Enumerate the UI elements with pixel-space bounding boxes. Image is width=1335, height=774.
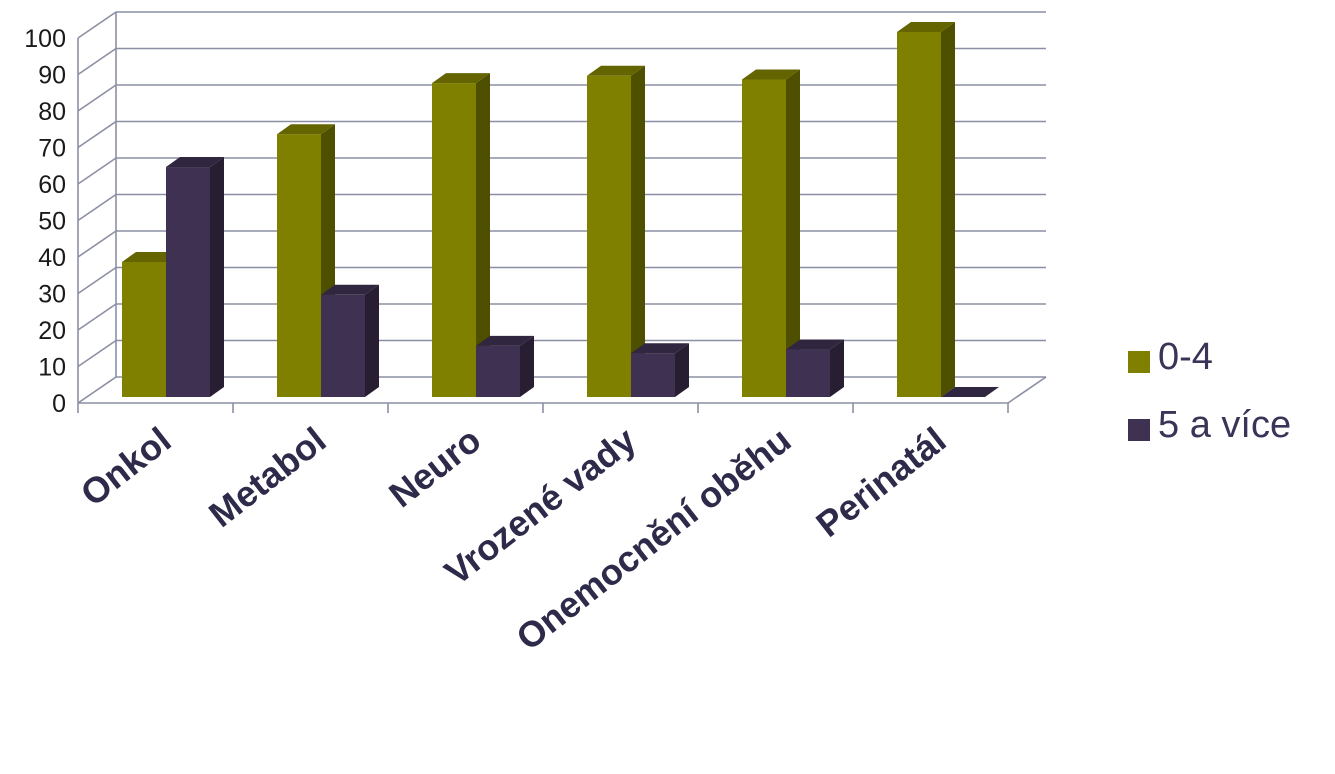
bar-top	[476, 335, 534, 346]
gridline-side	[77, 84, 117, 112]
bar-front	[786, 349, 830, 397]
bar-side	[675, 343, 689, 397]
bar-front	[742, 79, 786, 397]
bar-5-a-vice-onemocneni-obehu	[786, 339, 844, 397]
bar-side	[365, 284, 379, 397]
bar-side	[941, 22, 955, 397]
x-tick-label-metabol: Metabol	[201, 419, 333, 535]
bar-0-4-perinatal	[897, 22, 955, 397]
gridline-side	[77, 339, 117, 368]
bar-top	[631, 343, 689, 354]
bar-side	[830, 339, 844, 397]
bar-5-a-vice-vrozene-vady	[631, 343, 689, 397]
legend-swatch-5-a-vice	[1128, 419, 1150, 441]
bar-5-a-vice-metabol	[321, 284, 379, 397]
gridline-side	[77, 303, 117, 331]
y-tick-label: 90	[38, 62, 66, 90]
x-axis	[77, 376, 1047, 413]
y-tick-label: 70	[38, 135, 66, 163]
bar-top	[786, 339, 844, 350]
bar-front	[122, 261, 166, 397]
bar-front	[166, 167, 210, 397]
bar-top	[277, 124, 335, 135]
bar-0-4-onemocneni-obehu	[742, 69, 800, 397]
y-tick-label: 60	[38, 171, 66, 199]
bar-front	[277, 134, 321, 397]
bar-5-a-vice-neuro	[476, 335, 534, 397]
bar-top	[321, 284, 379, 295]
legend-swatch-0-4	[1128, 351, 1150, 373]
legend-label-0-4: 0-4	[1158, 336, 1213, 378]
gridline-side	[77, 193, 117, 222]
x-tick-label-onkol: Onkol	[73, 419, 179, 514]
y-tick-label: 80	[38, 98, 66, 126]
y-tick-label: 20	[38, 317, 66, 345]
y-tick-label: 100	[24, 25, 66, 53]
bar-top	[742, 69, 800, 80]
bar-front	[587, 75, 631, 398]
legend-item-5-a-vice: 5 a více	[1128, 404, 1335, 450]
x-tick-label-neuro: Neuro	[381, 419, 488, 515]
bar-front	[897, 32, 941, 397]
bar-front	[432, 83, 476, 397]
legend-item-0-4: 0-4	[1128, 336, 1335, 382]
bar-0-4-metabol	[277, 124, 335, 397]
bar-top	[432, 73, 490, 84]
gridline-side	[77, 11, 117, 39]
bar-side	[631, 65, 645, 398]
bar-side	[476, 73, 490, 397]
bar-side	[520, 335, 534, 397]
bar-front	[476, 345, 520, 397]
gridline-side	[77, 47, 117, 76]
legend-label-5-a-vice: 5 a více	[1158, 404, 1292, 446]
floor-right-edge	[1007, 376, 1047, 404]
chart-bars	[122, 22, 999, 398]
x-tick-label-perinatal: Perinatál	[808, 419, 953, 545]
y-tick-label: 10	[38, 354, 66, 382]
gridline-side	[77, 157, 117, 185]
x-tick-label-onemocneni-obehu: Onemocnění oběhu	[508, 419, 798, 658]
gridline-side	[77, 376, 117, 404]
gridline-side	[77, 230, 117, 258]
bar-5-a-vice-onkol	[166, 157, 224, 397]
chart-grid	[77, 11, 1046, 404]
gridline-side	[77, 120, 117, 149]
y-tick-label: 30	[38, 281, 66, 309]
bar-front	[321, 294, 365, 397]
y-tick-label: 0	[52, 390, 66, 418]
y-tick-label: 40	[38, 244, 66, 272]
bar-side	[786, 69, 800, 397]
bar-front	[631, 353, 675, 397]
bar-side	[210, 157, 224, 397]
y-tick-label: 50	[38, 208, 66, 236]
bar-top	[122, 251, 180, 262]
bar-top	[897, 22, 955, 32]
bar-5-a-vice-perinatal	[941, 387, 999, 397]
y-axis: 0 10 20 30 40 50 60 70 80 90 100	[24, 25, 79, 418]
bar-top	[587, 65, 645, 76]
bar-0-4-vrozene-vady	[587, 65, 645, 398]
gridline-side	[77, 266, 117, 295]
bar-0-4-neuro	[432, 73, 490, 397]
bar-top	[941, 387, 999, 397]
bar-top	[166, 157, 224, 168]
